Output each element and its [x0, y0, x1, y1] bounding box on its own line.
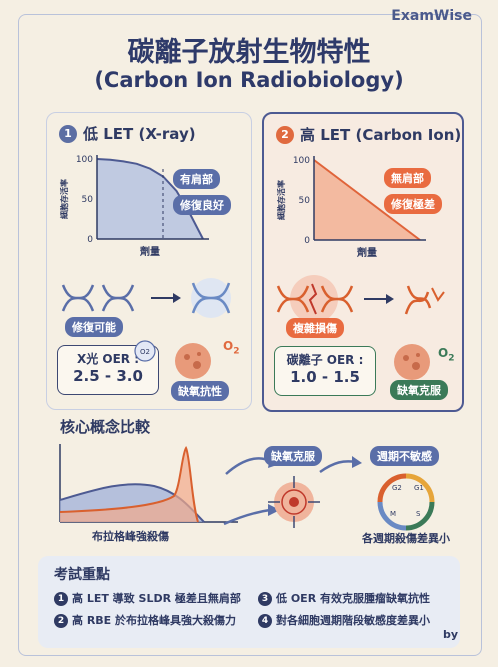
phase-m: M: [390, 510, 396, 518]
exam-point-3: 3 低 OER 有效克服腫瘤缺氧抗性: [258, 590, 430, 606]
callout-shoulder: 有肩部: [173, 169, 220, 189]
y-tick-label: 100: [293, 156, 310, 166]
o2-subscript: 2: [233, 346, 240, 357]
low-let-title: 低 LET (X-ray): [83, 125, 196, 143]
o2-label: O2: [438, 346, 454, 363]
o2-text: O: [223, 339, 234, 353]
cycle-caption: 各週期殺傷差異小: [362, 532, 450, 545]
phase-g1: G1: [414, 484, 424, 492]
oer-value: 1.0 - 1.5: [290, 368, 360, 386]
cycle-insensitive-tag: 週期不敏感: [370, 446, 439, 466]
exam-points-heading: 考試重點: [54, 567, 110, 583]
o2-bubble-icon: O2: [134, 340, 156, 362]
o2-bubble-text: O2: [140, 348, 150, 356]
exam-point-4: 4 對各細胞週期階段敏感度差異小: [258, 612, 430, 628]
callout-repair: 修復良好: [173, 195, 231, 215]
phase-s: S: [416, 510, 421, 518]
oer-box-carbon: 碳離子 OER : 1.0 - 1.5: [274, 346, 376, 396]
point-text: 低 OER 有效克服腫瘤缺氧抗性: [276, 592, 430, 605]
outer-frame: [18, 14, 482, 656]
complex-damage-badge: 複雜損傷: [286, 318, 344, 338]
point-text: 高 LET 導致 SLDR 極差且無肩部: [72, 592, 241, 605]
hypoxia-overcome-tag: 缺氧克服: [264, 446, 322, 466]
point-number: 1: [54, 592, 68, 606]
hypoxia-overcome-badge: 缺氧克服: [390, 380, 448, 400]
y-tick-label: 0: [304, 236, 310, 246]
y-tick-label: 50: [82, 195, 94, 205]
callout-no-shoulder: 無肩部: [384, 168, 431, 188]
exam-point-2: 2 高 RBE 於布拉格峰具強大殺傷力: [54, 612, 236, 628]
phase-g2: G2: [392, 484, 402, 492]
survival-area: [97, 159, 203, 239]
y-axis-label: 細胞存活率: [59, 179, 69, 219]
y-tick-label: 100: [76, 155, 93, 165]
x-axis-label: 劑量: [356, 246, 377, 259]
core-concept-heading: 核心概念比較: [60, 418, 151, 436]
brand-logo: ExamWise: [391, 8, 472, 24]
survival-curve: [313, 159, 421, 241]
y-tick-label: 50: [299, 196, 311, 206]
y-tick-label: 0: [87, 235, 93, 245]
author-credit: by: [442, 628, 458, 641]
tumor-cell-icon: [394, 344, 430, 380]
y-axis-label: 細胞存活率: [276, 180, 286, 220]
cell-cycle-icon: G2 G1 M S: [377, 473, 435, 531]
oer-label: X光 OER :: [76, 352, 140, 366]
o2-text: O: [438, 346, 449, 360]
point-number: 2: [54, 614, 68, 628]
exam-point-1: 1 高 LET 導致 SLDR 極差且無肩部: [54, 590, 241, 606]
bragg-peak-label: 布拉格峰強殺傷: [92, 530, 169, 543]
target-tumor-icon: [268, 476, 320, 528]
high-let-panel: 2 高 LET (Carbon Ion) 0 50 100 細胞存活率劑量 無肩部 修復…: [262, 112, 464, 412]
callout-poor-repair: 修復極差: [384, 194, 442, 214]
step-number: 2: [276, 126, 294, 144]
low-let-panel: 1 低 LET (X-ray) 0 50 100 細胞存活率劑量 有肩部 修復良好 修復…: [46, 112, 252, 410]
exam-points-box: 考試重點 1 高 LET 導致 SLDR 極差且無肩部 2 高 RBE 於布拉格峰具…: [38, 556, 460, 648]
page-subtitle: (Carbon Ion Radiobiology): [94, 68, 404, 92]
low-let-heading: 1 低 LET (X-ray): [59, 123, 196, 144]
step-number: 1: [59, 125, 77, 143]
o2-label: O2: [223, 339, 239, 356]
high-let-heading: 2 高 LET (Carbon Ion): [276, 124, 461, 145]
oer-label: 碳離子 OER :: [286, 353, 364, 367]
repair-possible-badge: 修復可能: [65, 317, 123, 337]
hypoxia-resistant-badge: 缺氧抗性: [171, 381, 229, 401]
page-title: 碳離子放射生物特性: [127, 37, 371, 68]
bragg-peak-chart: [59, 444, 238, 523]
point-text: 高 RBE 於布拉格峰具強大殺傷力: [72, 614, 237, 627]
point-number: 4: [258, 614, 272, 628]
damaged-dna-icon: [276, 275, 445, 323]
high-let-title: 高 LET (Carbon Ion): [300, 126, 462, 144]
oer-value: 2.5 - 3.0: [73, 367, 143, 385]
o2-subscript: 2: [448, 353, 455, 364]
x-axis-label: 劑量: [139, 245, 160, 258]
point-text: 對各細胞週期階段敏感度差異小: [276, 614, 430, 627]
point-number: 3: [258, 592, 272, 606]
tumor-cell-icon: [175, 343, 211, 379]
dna-strands-icon: [61, 278, 231, 318]
